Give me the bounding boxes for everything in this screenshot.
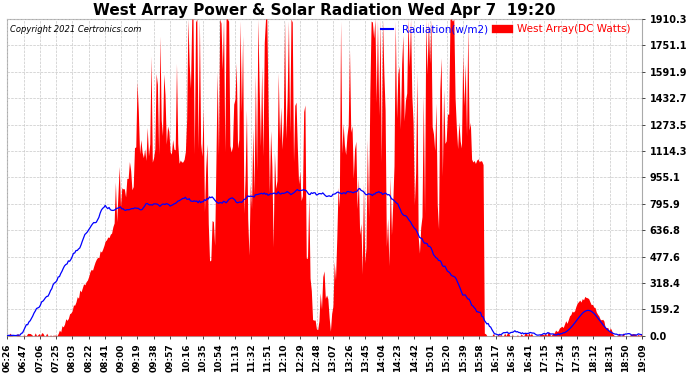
Text: Copyright 2021 Certronics.com: Copyright 2021 Certronics.com [10,25,142,34]
Legend: Radiation(w/m2), West Array(DC Watts): Radiation(w/m2), West Array(DC Watts) [381,24,631,34]
Title: West Array Power & Solar Radiation Wed Apr 7  19:20: West Array Power & Solar Radiation Wed A… [93,3,556,18]
